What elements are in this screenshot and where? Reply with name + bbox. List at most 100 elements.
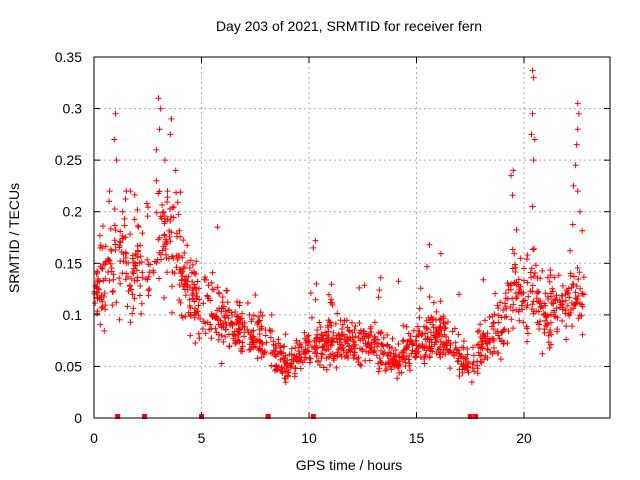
data-point	[531, 273, 538, 280]
data-point	[325, 328, 332, 335]
data-point	[122, 254, 129, 261]
data-point	[129, 255, 136, 262]
data-point	[464, 346, 471, 353]
data-point	[156, 275, 163, 282]
data-point	[121, 222, 128, 229]
data-point	[321, 347, 328, 354]
data-point	[530, 245, 537, 252]
data-point	[328, 322, 335, 329]
data-point	[577, 300, 584, 307]
data-point	[186, 264, 193, 271]
data-point	[495, 312, 502, 319]
data-point	[123, 250, 130, 257]
data-point	[327, 351, 334, 358]
data-point	[516, 317, 523, 324]
data-point	[271, 367, 278, 374]
data-point	[307, 290, 314, 297]
data-point	[246, 346, 253, 353]
data-point	[385, 358, 392, 365]
data-point	[182, 292, 189, 299]
data-point	[458, 344, 465, 351]
data-point	[107, 260, 114, 267]
data-points	[91, 67, 587, 386]
data-point	[186, 296, 193, 303]
data-point	[138, 310, 145, 317]
data-gap-marker	[467, 414, 473, 419]
data-point	[531, 136, 538, 143]
data-point	[507, 304, 514, 311]
data-point	[484, 330, 491, 337]
data-point	[285, 367, 292, 374]
data-point	[162, 245, 169, 252]
data-point	[156, 126, 163, 133]
data-point	[139, 269, 146, 276]
data-point	[547, 341, 554, 348]
data-point	[112, 110, 119, 117]
data-point	[567, 247, 574, 254]
data-point	[161, 294, 168, 301]
data-point	[551, 274, 558, 281]
data-point	[232, 332, 239, 339]
data-point	[100, 294, 107, 301]
data-point	[177, 233, 184, 240]
data-point	[408, 341, 415, 348]
data-point	[192, 284, 199, 291]
data-point	[176, 296, 183, 303]
data-point	[215, 321, 222, 328]
data-point	[312, 350, 319, 357]
data-point	[166, 233, 173, 240]
data-point	[197, 316, 204, 323]
data-point	[558, 292, 565, 299]
data-point	[415, 343, 422, 350]
data-point	[579, 303, 586, 310]
data-point	[145, 292, 152, 299]
data-point	[109, 289, 116, 296]
data-point	[378, 329, 385, 336]
data-point	[181, 280, 188, 287]
data-point	[145, 204, 152, 211]
data-point	[559, 306, 566, 313]
data-point	[180, 265, 187, 272]
data-point	[541, 300, 548, 307]
data-point	[102, 302, 109, 309]
data-point	[272, 342, 279, 349]
data-point	[496, 335, 503, 342]
data-point	[96, 232, 103, 239]
data-point	[255, 313, 262, 320]
data-point	[517, 255, 524, 262]
data-point	[209, 286, 216, 293]
data-point	[445, 349, 452, 356]
data-point	[214, 224, 221, 231]
data-point	[322, 329, 329, 336]
data-point	[202, 274, 209, 281]
data-point	[134, 254, 141, 261]
data-point	[434, 329, 441, 336]
data-point	[310, 244, 317, 251]
data-point	[395, 340, 402, 347]
data-point	[570, 182, 577, 189]
data-point	[404, 338, 411, 345]
data-point	[268, 362, 275, 369]
data-point	[161, 232, 168, 239]
data-point	[255, 346, 262, 353]
data-point	[357, 345, 364, 352]
data-point	[119, 232, 126, 239]
data-point	[187, 332, 194, 339]
data-point	[528, 305, 535, 312]
data-point	[494, 328, 501, 335]
data-point	[137, 253, 144, 260]
data-point	[218, 304, 225, 311]
data-point	[184, 259, 191, 266]
data-point	[461, 362, 468, 369]
data-point	[562, 297, 569, 304]
data-point	[520, 297, 527, 304]
data-point	[111, 206, 118, 213]
data-point	[437, 250, 444, 257]
data-point	[168, 115, 175, 122]
data-point	[545, 296, 552, 303]
data-point	[212, 312, 219, 319]
data-point	[144, 256, 151, 263]
data-point	[95, 286, 102, 293]
data-point	[224, 299, 231, 306]
x-tick-label: 10	[301, 430, 317, 446]
